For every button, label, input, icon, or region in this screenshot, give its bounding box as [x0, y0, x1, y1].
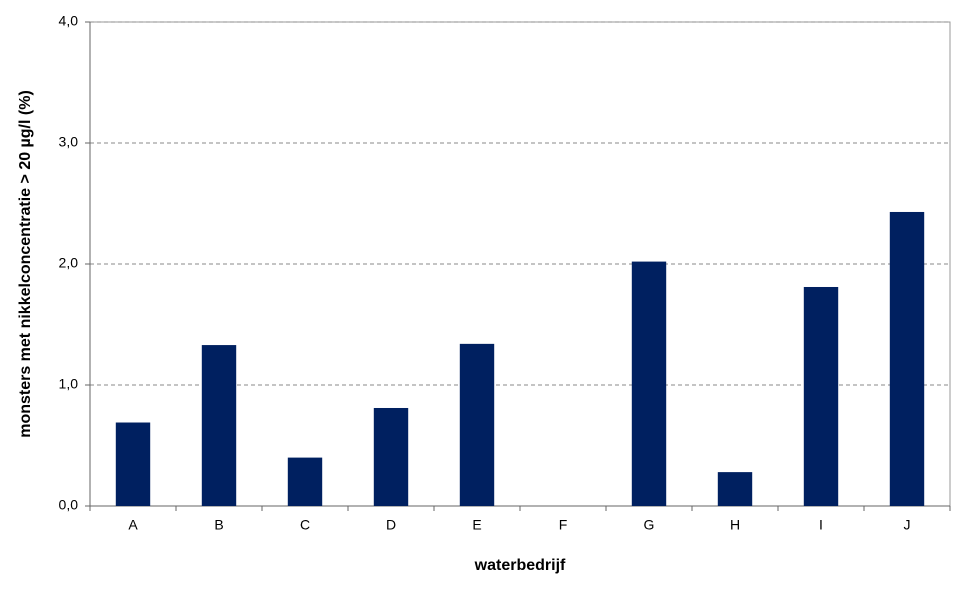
bar	[459, 343, 495, 506]
x-tick-label: J	[904, 517, 911, 533]
x-tick-label: H	[730, 517, 740, 533]
bar	[373, 407, 409, 506]
bar	[631, 261, 667, 506]
y-tick-label: 1,0	[59, 376, 79, 392]
y-tick-label: 4,0	[59, 13, 79, 29]
x-tick-label: F	[559, 517, 568, 533]
bar	[717, 472, 753, 506]
bar	[287, 457, 323, 506]
bar	[115, 422, 151, 506]
y-tick-label: 3,0	[59, 134, 79, 150]
bar	[889, 211, 925, 506]
y-axis-title: monsters met nikkelconcentratie > 20 µg/…	[17, 90, 34, 438]
x-tick-label: D	[386, 517, 396, 533]
x-axis-title: waterbedrijf	[474, 557, 566, 574]
x-tick-label: I	[819, 517, 823, 533]
x-tick-label: E	[472, 517, 481, 533]
x-tick-label: C	[300, 517, 310, 533]
bar	[201, 345, 237, 506]
x-tick-label: G	[644, 517, 655, 533]
y-tick-label: 2,0	[59, 255, 79, 271]
y-tick-label: 0,0	[59, 497, 79, 513]
x-tick-label: A	[128, 517, 138, 533]
x-tick-label: B	[214, 517, 223, 533]
bar	[803, 286, 839, 506]
